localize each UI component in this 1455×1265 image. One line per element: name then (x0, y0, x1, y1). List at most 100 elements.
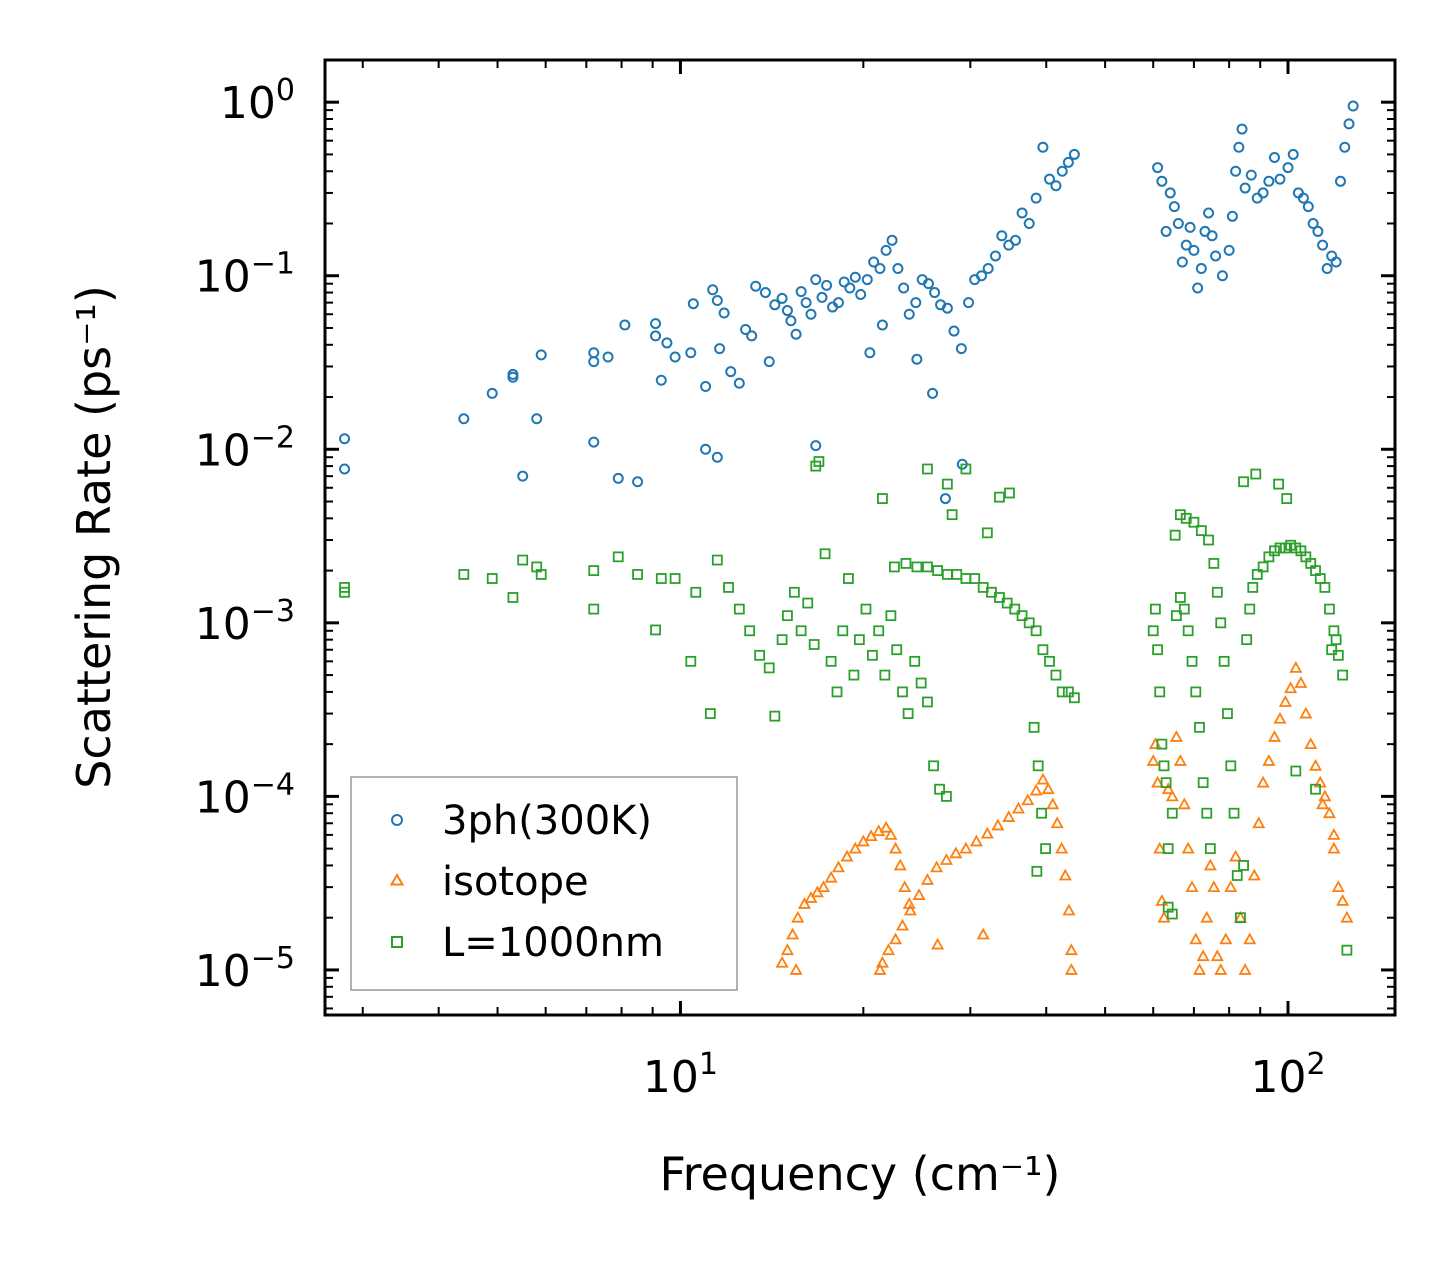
data-point (989, 250, 1001, 262)
data-point (1290, 765, 1302, 777)
data-point (1336, 894, 1350, 906)
data-point (805, 308, 817, 320)
data-point (655, 374, 667, 386)
data-point (1062, 156, 1074, 168)
data-point (911, 561, 923, 573)
data-point (740, 323, 752, 335)
data-point (1192, 282, 1204, 294)
data-point (1302, 201, 1314, 213)
data-point (1021, 793, 1035, 806)
y-axis-label: Scattering Rate (ps⁻¹) (67, 285, 121, 789)
data-point (1284, 681, 1298, 694)
data-point (1204, 843, 1216, 855)
data-point (612, 472, 624, 484)
data-point (1307, 217, 1319, 229)
data-point (1343, 118, 1355, 130)
y-tick-label: 10−5 (195, 941, 295, 997)
data-point (1165, 789, 1179, 802)
data-point (1009, 603, 1021, 615)
data-point (895, 918, 910, 931)
data-point (843, 573, 854, 584)
data-point (1273, 711, 1287, 724)
data-point (1340, 910, 1354, 923)
data-point (775, 955, 789, 968)
data-point (1318, 789, 1332, 802)
data-point (1068, 692, 1080, 704)
data-point (1146, 754, 1160, 766)
data-point (1181, 841, 1195, 854)
data-point (1177, 797, 1191, 810)
data-point (1310, 783, 1321, 795)
data-point (1168, 201, 1180, 213)
data-point (879, 820, 893, 833)
data-point (893, 858, 907, 871)
data-point (1238, 860, 1249, 871)
data-point (1009, 234, 1021, 246)
data-point (941, 790, 952, 802)
data-point (714, 343, 726, 355)
data-point (669, 351, 681, 363)
data-point (759, 287, 771, 299)
x-tick-labels: 101 102 (643, 1047, 1326, 1103)
data-point (910, 297, 922, 309)
data-point (1229, 849, 1243, 862)
data-point (849, 271, 861, 283)
data-point (507, 592, 519, 603)
data-point (1173, 754, 1187, 766)
data-point (946, 509, 958, 521)
data-point (1196, 949, 1210, 962)
data-point (969, 834, 983, 847)
data-point (1334, 175, 1346, 187)
data-point (588, 565, 600, 576)
data-point (711, 554, 723, 566)
data-point (1332, 649, 1344, 661)
data-point (535, 569, 547, 580)
data-point (810, 274, 822, 286)
data-point (1226, 210, 1238, 222)
data-point (763, 356, 775, 368)
data-point (1245, 169, 1257, 181)
data-point (903, 903, 917, 916)
data-point (1210, 250, 1222, 262)
data-point (1241, 634, 1253, 646)
data-point (1200, 910, 1214, 923)
data-point (860, 603, 872, 615)
data-point (1210, 949, 1224, 962)
data-point (1068, 148, 1080, 160)
data-point (795, 625, 807, 637)
data-point (1339, 141, 1351, 153)
data-point (1023, 217, 1035, 229)
data-point (1211, 586, 1223, 598)
data-point (1161, 782, 1175, 795)
data-point (1030, 192, 1042, 204)
data-point (612, 551, 624, 563)
data-point (880, 244, 892, 256)
data-point (1046, 797, 1060, 810)
data-point (909, 655, 921, 667)
data-point (1273, 478, 1285, 490)
x-axis-label: Frequency (cm⁻¹) (660, 1147, 1061, 1201)
data-point (873, 963, 887, 975)
data-point (1178, 603, 1190, 615)
data-point (934, 783, 945, 795)
data-point (800, 297, 812, 309)
axis-ticks (325, 60, 1395, 1015)
series-l1000nm-markers (339, 456, 1353, 956)
data-point (1032, 760, 1044, 772)
data-point (1188, 516, 1200, 528)
data-point (891, 644, 903, 656)
data-point (1304, 737, 1318, 750)
data-point (959, 841, 973, 854)
data-point (723, 582, 734, 593)
data-point (1247, 582, 1259, 593)
data-point (819, 548, 831, 560)
y-tick-label: 10−1 (195, 247, 295, 303)
data-point (898, 880, 912, 893)
data-point (788, 586, 800, 598)
data-point (339, 463, 351, 475)
data-point (1251, 569, 1263, 580)
data-point (886, 234, 898, 246)
y-tick-label: 10−2 (195, 420, 295, 476)
data-point (889, 932, 903, 945)
data-point (754, 649, 766, 661)
